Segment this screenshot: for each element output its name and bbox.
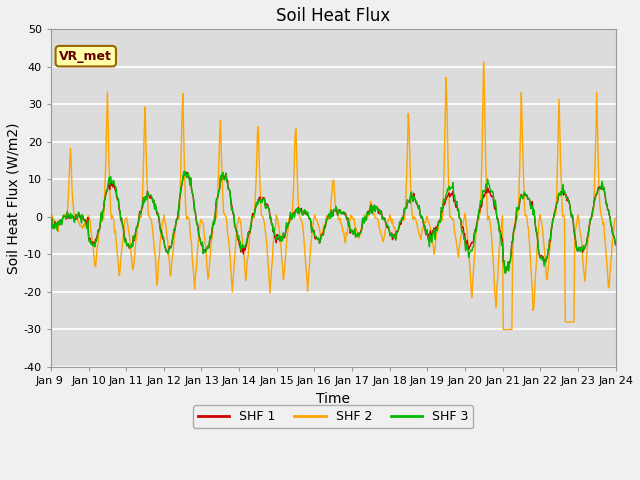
Text: VR_met: VR_met [60,49,112,63]
X-axis label: Time: Time [316,392,350,406]
Y-axis label: Soil Heat Flux (W/m2): Soil Heat Flux (W/m2) [7,122,21,274]
Legend: SHF 1, SHF 2, SHF 3: SHF 1, SHF 2, SHF 3 [193,405,474,428]
Title: Soil Heat Flux: Soil Heat Flux [276,7,390,25]
